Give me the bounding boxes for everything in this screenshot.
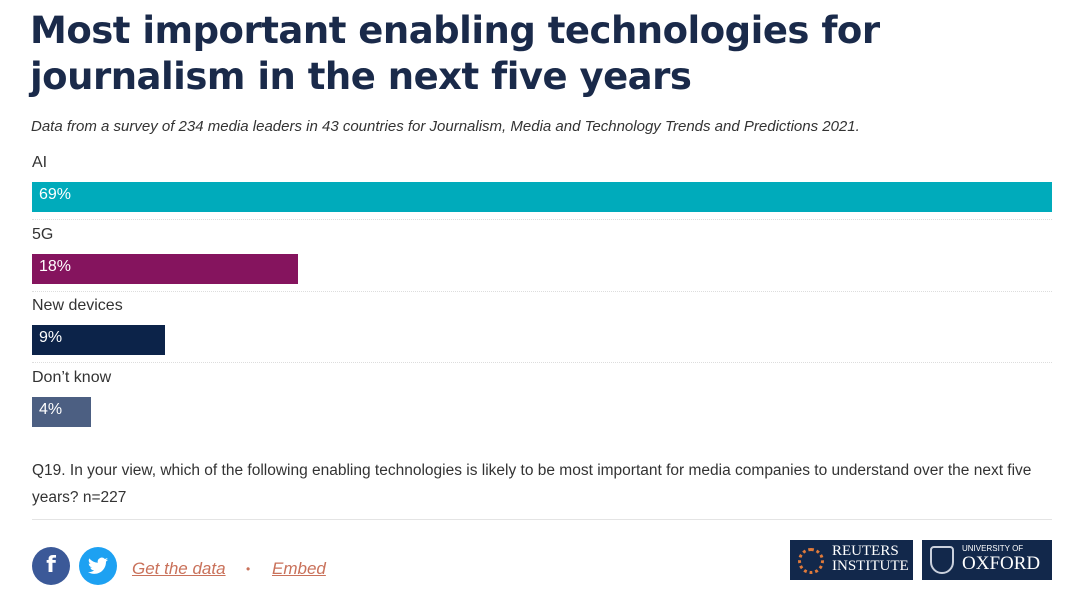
- value-label: 9%: [39, 329, 63, 347]
- chart-note: Q19. In your view, which of the followin…: [32, 462, 1032, 506]
- bar-new-devices: 9%: [32, 325, 166, 356]
- oxford-line1: UNIVERSITY OF: [962, 544, 1024, 553]
- bar-chart: AI 69% 5G 18% New devices 9% Don’t know 4%: [32, 154, 1052, 428]
- reuters-institute-logo[interactable]: REUTERS INSTITUTE: [790, 540, 913, 580]
- divider: [32, 519, 1052, 520]
- embed-link[interactable]: Embed: [272, 559, 326, 578]
- value-label: 18%: [39, 257, 72, 275]
- bar-don-t-know: 4%: [32, 397, 92, 428]
- bar-5g: 18%: [32, 253, 299, 284]
- category-label: Don’t know: [32, 369, 112, 387]
- get-the-data-link[interactable]: Get the data: [132, 559, 226, 578]
- bar-ai: 69%: [32, 182, 1052, 212]
- oxford-line2: OXFORD: [962, 553, 1041, 574]
- chart-subtitle: Data from a survey of 234 media leaders …: [31, 118, 860, 135]
- category-label: New devices: [32, 297, 123, 315]
- oxford-logo[interactable]: UNIVERSITY OF OXFORD: [922, 540, 1052, 580]
- value-label: 69%: [39, 186, 72, 203]
- reuters-line1: REUTERS: [832, 543, 899, 559]
- separator: •: [246, 562, 251, 576]
- twitter-icon[interactable]: [79, 547, 117, 585]
- reuters-line2: INSTITUTE: [832, 558, 909, 574]
- chart-title: Most important enabling technologies for…: [30, 9, 880, 98]
- facebook-icon[interactable]: f: [32, 547, 70, 585]
- row-divider: [32, 290, 1052, 292]
- oxford-crest-icon: [930, 546, 954, 574]
- category-label: 5G: [32, 225, 54, 243]
- row-divider: [32, 362, 1052, 364]
- category-label: AI: [32, 154, 48, 171]
- value-label: 4%: [39, 401, 63, 419]
- row-divider: [32, 219, 1052, 220]
- reuters-dots-icon: [798, 548, 824, 574]
